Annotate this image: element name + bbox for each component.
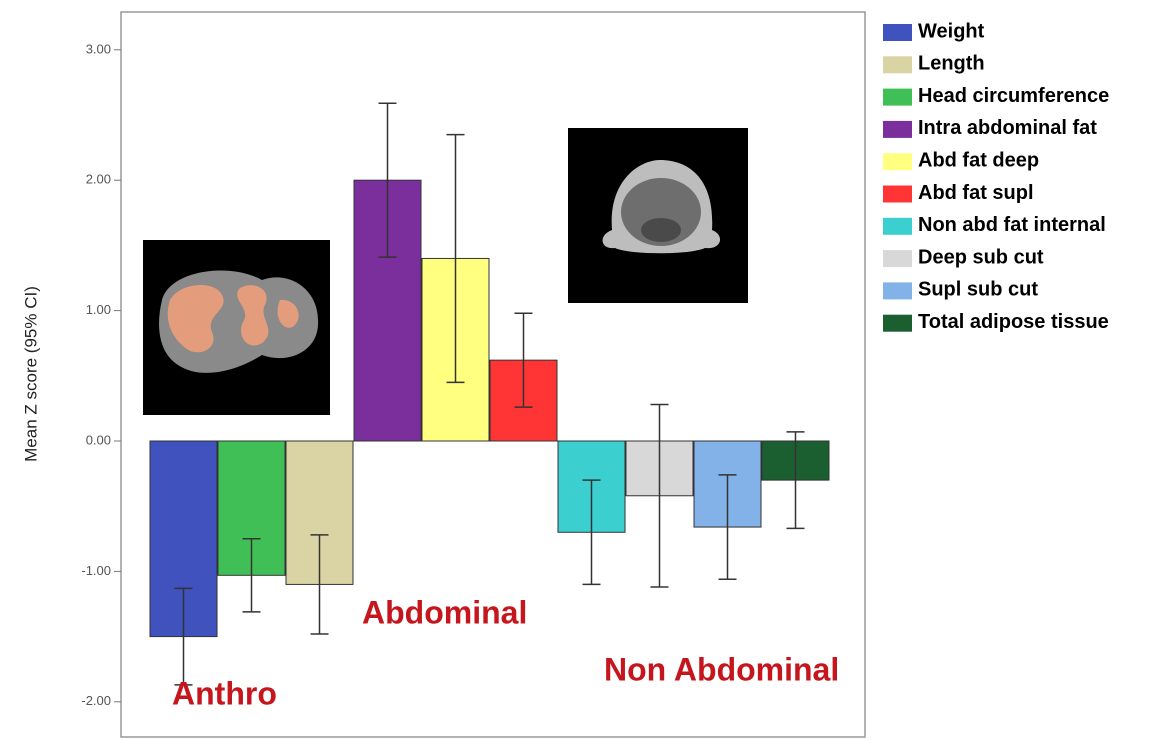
legend-label: Deep sub cut [918, 246, 1044, 268]
y-tick-label: -2.00 [81, 693, 111, 708]
legend-label: Abd fat supl [918, 182, 1034, 204]
legend-label: Head circumference [918, 85, 1109, 107]
legend-swatch [883, 282, 912, 299]
legend-label: Supl sub cut [918, 279, 1038, 301]
legend-swatch [883, 218, 912, 235]
chart: Mean Z score (95% CI) 3.00 2.00 1.00 0.00 -1… [0, 0, 1159, 740]
annotation: Anthro [172, 675, 277, 711]
y-tick-label: 1.00 [86, 302, 111, 317]
legend-swatch [883, 153, 912, 170]
annotation: Abdominal [362, 594, 527, 630]
y-tick-label: 3.00 [86, 41, 111, 56]
legend-label: Total adipose tissue [918, 311, 1109, 333]
y-tick-label: 0.00 [86, 432, 111, 447]
y-tick-label: 2.00 [86, 172, 111, 187]
y-axis-label: Mean Z score (95% CI) [21, 286, 40, 462]
legend-swatch [883, 89, 912, 106]
inset-image [568, 128, 748, 303]
legend-label: Intra abdominal fat [918, 117, 1097, 139]
legend-swatch [883, 250, 912, 267]
y-tick-label: -1.00 [81, 563, 111, 578]
legend-label: Weight [918, 20, 985, 42]
inset-image [143, 240, 330, 415]
legend-swatch [883, 24, 912, 41]
legend-label: Non abd fat internal [918, 214, 1106, 236]
legend-label: Abd fat deep [918, 149, 1039, 171]
legend-swatch [883, 56, 912, 73]
legend-label: Length [918, 53, 985, 75]
legend-swatch [883, 121, 912, 138]
legend-swatch [883, 315, 912, 332]
legend-swatch [883, 186, 912, 203]
annotation: Non Abdominal [604, 651, 839, 687]
